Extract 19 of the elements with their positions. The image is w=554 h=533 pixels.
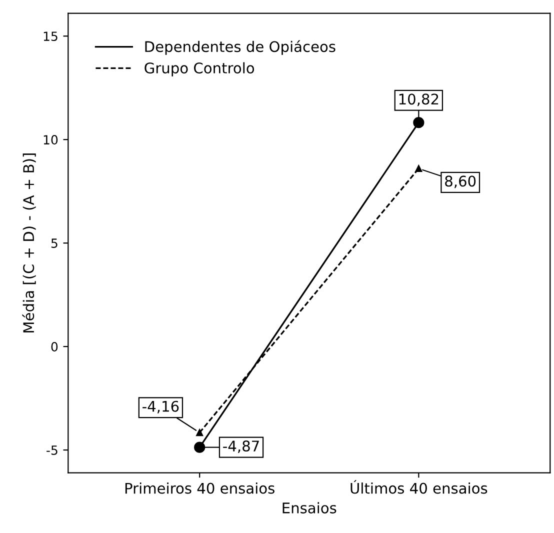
point — [415, 165, 422, 172]
legend-label: Grupo Controlo — [144, 62, 254, 76]
point — [194, 442, 206, 453]
y-tick-label: 10 — [44, 135, 58, 144]
x-axis-title: Ensaios — [282, 502, 336, 514]
y-tick-label: 15 — [44, 32, 58, 42]
x-tick-label: Primeiros 40 ensaios — [125, 482, 274, 494]
y-axis-title: Média [(C + D) - (A + B)] — [22, 154, 36, 332]
x-tick-label: Últimos 40 ensaios — [350, 480, 488, 494]
y-tick-label: 0 — [51, 342, 58, 352]
legend-label: Dependentes de Opiáceos — [145, 40, 336, 55]
y-tick-label: -5 — [46, 446, 58, 455]
data-label: -4,16 — [142, 400, 179, 414]
data-label: 10,82 — [399, 94, 438, 106]
point — [413, 117, 424, 128]
data-label: -4,87 — [223, 440, 259, 454]
point — [196, 429, 204, 436]
y-tick-label: 5 — [51, 238, 58, 248]
data-label: 8,60 — [445, 176, 476, 188]
